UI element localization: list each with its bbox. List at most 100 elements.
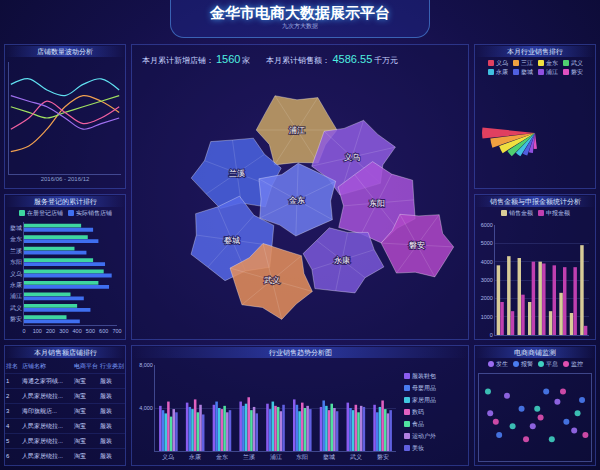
html-text:店铺数量波动分析: 店铺数量波动分析 bbox=[37, 48, 93, 55]
svg-text:东阳: 东阳 bbox=[369, 199, 385, 208]
svg-text:0: 0 bbox=[490, 332, 493, 338]
html-text:人民家居绕拉...: 人民家居绕拉... bbox=[22, 452, 63, 459]
html-text:婺城: 婺城 bbox=[520, 69, 533, 75]
svg-text:婺城: 婺城 bbox=[323, 454, 335, 460]
html-text:海通之家羽绒...: 海通之家羽绒... bbox=[22, 377, 63, 384]
svg-text:武义: 武义 bbox=[10, 304, 22, 311]
svg-text:3000: 3000 bbox=[481, 277, 493, 283]
svg-text:600: 600 bbox=[99, 328, 108, 334]
svg-text:义乌: 义乌 bbox=[162, 453, 174, 460]
html-text:金华市电商大数据展示平台: 金华市电商大数据展示平台 bbox=[210, 4, 390, 21]
html-text:浦江: 浦江 bbox=[545, 69, 558, 75]
svg-text:金东: 金东 bbox=[10, 235, 22, 242]
html-text:美妆: 美妆 bbox=[412, 444, 424, 451]
html-text:店铺名称: 店铺名称 bbox=[22, 363, 46, 369]
svg-text:300: 300 bbox=[59, 328, 68, 334]
html-text:服装: 服装 bbox=[100, 407, 112, 414]
svg-text:义乌: 义乌 bbox=[10, 270, 22, 277]
svg-text:磐安: 磐安 bbox=[409, 241, 425, 250]
html-text:运动户外: 运动户外 bbox=[412, 432, 436, 439]
svg-text:兰溪: 兰溪 bbox=[229, 169, 245, 178]
svg-text:东阳: 东阳 bbox=[10, 258, 22, 265]
html-text:服装鞋包: 服装鞋包 bbox=[412, 372, 436, 379]
html-text:母婴用品: 母婴用品 bbox=[412, 384, 436, 391]
svg-text:1000: 1000 bbox=[481, 314, 493, 320]
html-text:监控: 监控 bbox=[570, 361, 583, 367]
html-text:永康: 永康 bbox=[495, 69, 508, 75]
html-text:电商平台 行业类别: 电商平台 行业类别 bbox=[74, 363, 124, 369]
html-text:发生: 发生 bbox=[495, 361, 508, 367]
html-text:服装: 服装 bbox=[100, 437, 112, 444]
html-text:排名: 排名 bbox=[6, 363, 18, 369]
svg-text:永康: 永康 bbox=[10, 281, 22, 288]
svg-text:婺城: 婺城 bbox=[10, 225, 22, 231]
svg-text:永康: 永康 bbox=[189, 453, 201, 460]
html-text:三江: 三江 bbox=[520, 60, 533, 66]
svg-text:200: 200 bbox=[46, 328, 55, 334]
html-text:本月销售额店铺排行: 本月销售额店铺排行 bbox=[33, 349, 97, 356]
svg-text:磐安: 磐安 bbox=[10, 315, 22, 322]
svg-text:2000: 2000 bbox=[481, 295, 493, 301]
html-text:销售金额与申报金额统计分析: 销售金额与申报金额统计分析 bbox=[489, 198, 581, 205]
svg-text:700: 700 bbox=[112, 328, 121, 334]
html-text:九次方大数据: 九次方大数据 bbox=[282, 23, 318, 29]
html-text:义乌: 义乌 bbox=[495, 60, 508, 66]
svg-text:0: 0 bbox=[22, 328, 25, 334]
html-text:淘宝: 淘宝 bbox=[74, 392, 86, 399]
html-text:淘宝: 淘宝 bbox=[74, 452, 86, 459]
svg-text:武义: 武义 bbox=[264, 276, 280, 285]
html-text:销售金额: 销售金额 bbox=[508, 210, 533, 216]
svg-text:8,000: 8,000 bbox=[139, 362, 153, 368]
html-text:报警: 报警 bbox=[520, 361, 533, 367]
html-text:在册登记店铺: 在册登记店铺 bbox=[26, 210, 63, 216]
svg-text:金东: 金东 bbox=[216, 453, 228, 460]
html-text:服装: 服装 bbox=[100, 392, 112, 399]
svg-text:东阳: 东阳 bbox=[296, 453, 308, 460]
svg-text:武义: 武义 bbox=[350, 453, 362, 460]
svg-text:100: 100 bbox=[33, 328, 42, 334]
html-text:平息: 平息 bbox=[545, 361, 558, 367]
html-text:海印旗舰店...: 海印旗舰店... bbox=[22, 407, 57, 414]
html-text:磐安: 磐安 bbox=[570, 69, 583, 75]
html-text:申报金额: 申报金额 bbox=[545, 210, 570, 216]
svg-text:400: 400 bbox=[73, 328, 82, 334]
html-text:服装: 服装 bbox=[100, 452, 112, 459]
html-text:人民家居绕拉...: 人民家居绕拉... bbox=[22, 392, 63, 399]
html-text:淘宝: 淘宝 bbox=[74, 407, 86, 414]
svg-text:4000: 4000 bbox=[481, 259, 493, 265]
html-text:家居用品: 家居用品 bbox=[412, 396, 436, 403]
svg-text:浦江: 浦江 bbox=[10, 293, 22, 299]
svg-text:磐安: 磐安 bbox=[377, 453, 389, 460]
html-text:服装: 服装 bbox=[100, 422, 112, 429]
html-text:本月累计销售额：4586.55千万元: 本月累计销售额：4586.55千万元 bbox=[266, 53, 399, 65]
svg-text:500: 500 bbox=[86, 328, 95, 334]
html-text:武义: 武义 bbox=[570, 60, 583, 66]
svg-text:2016/06 - 2016/12: 2016/06 - 2016/12 bbox=[41, 176, 90, 182]
html-text:行业销售趋势分析图: 行业销售趋势分析图 bbox=[268, 349, 332, 356]
html-text:人民家居绕拉...: 人民家居绕拉... bbox=[22, 437, 63, 444]
html-text:食品: 食品 bbox=[412, 420, 424, 427]
html-text:电商商铺监测: 电商商铺监测 bbox=[514, 349, 556, 356]
html-text:数码: 数码 bbox=[412, 408, 424, 415]
svg-text:兰溪: 兰溪 bbox=[10, 247, 22, 254]
svg-text:5000: 5000 bbox=[481, 240, 493, 246]
html-text:本月行业销售排行: 本月行业销售排行 bbox=[507, 48, 563, 55]
svg-text:金东: 金东 bbox=[289, 196, 305, 205]
html-text:淘宝: 淘宝 bbox=[74, 437, 86, 444]
svg-text:浦江: 浦江 bbox=[289, 126, 305, 135]
html-text:人民家居绕拉...: 人民家居绕拉... bbox=[22, 422, 63, 429]
html-text:淘宝: 淘宝 bbox=[74, 422, 86, 429]
svg-text:婺城: 婺城 bbox=[224, 236, 240, 245]
svg-text:义乌: 义乌 bbox=[344, 153, 360, 162]
html-text:服装: 服装 bbox=[100, 377, 112, 384]
html-text:本月累计新增店铺： 1560家: 本月累计新增店铺： 1560家 bbox=[142, 53, 251, 65]
html-text:实际销售店铺: 实际销售店铺 bbox=[75, 210, 112, 216]
svg-text:兰溪: 兰溪 bbox=[243, 453, 255, 460]
svg-text:6000: 6000 bbox=[481, 222, 493, 228]
html-text:金东: 金东 bbox=[545, 60, 558, 66]
svg-text:浦江: 浦江 bbox=[270, 454, 282, 460]
html-text:淘宝: 淘宝 bbox=[74, 377, 86, 384]
svg-text:4,000: 4,000 bbox=[139, 405, 153, 411]
svg-text:永康: 永康 bbox=[334, 256, 350, 265]
html-text:服务登记的累计排行: 服务登记的累计排行 bbox=[33, 198, 97, 205]
